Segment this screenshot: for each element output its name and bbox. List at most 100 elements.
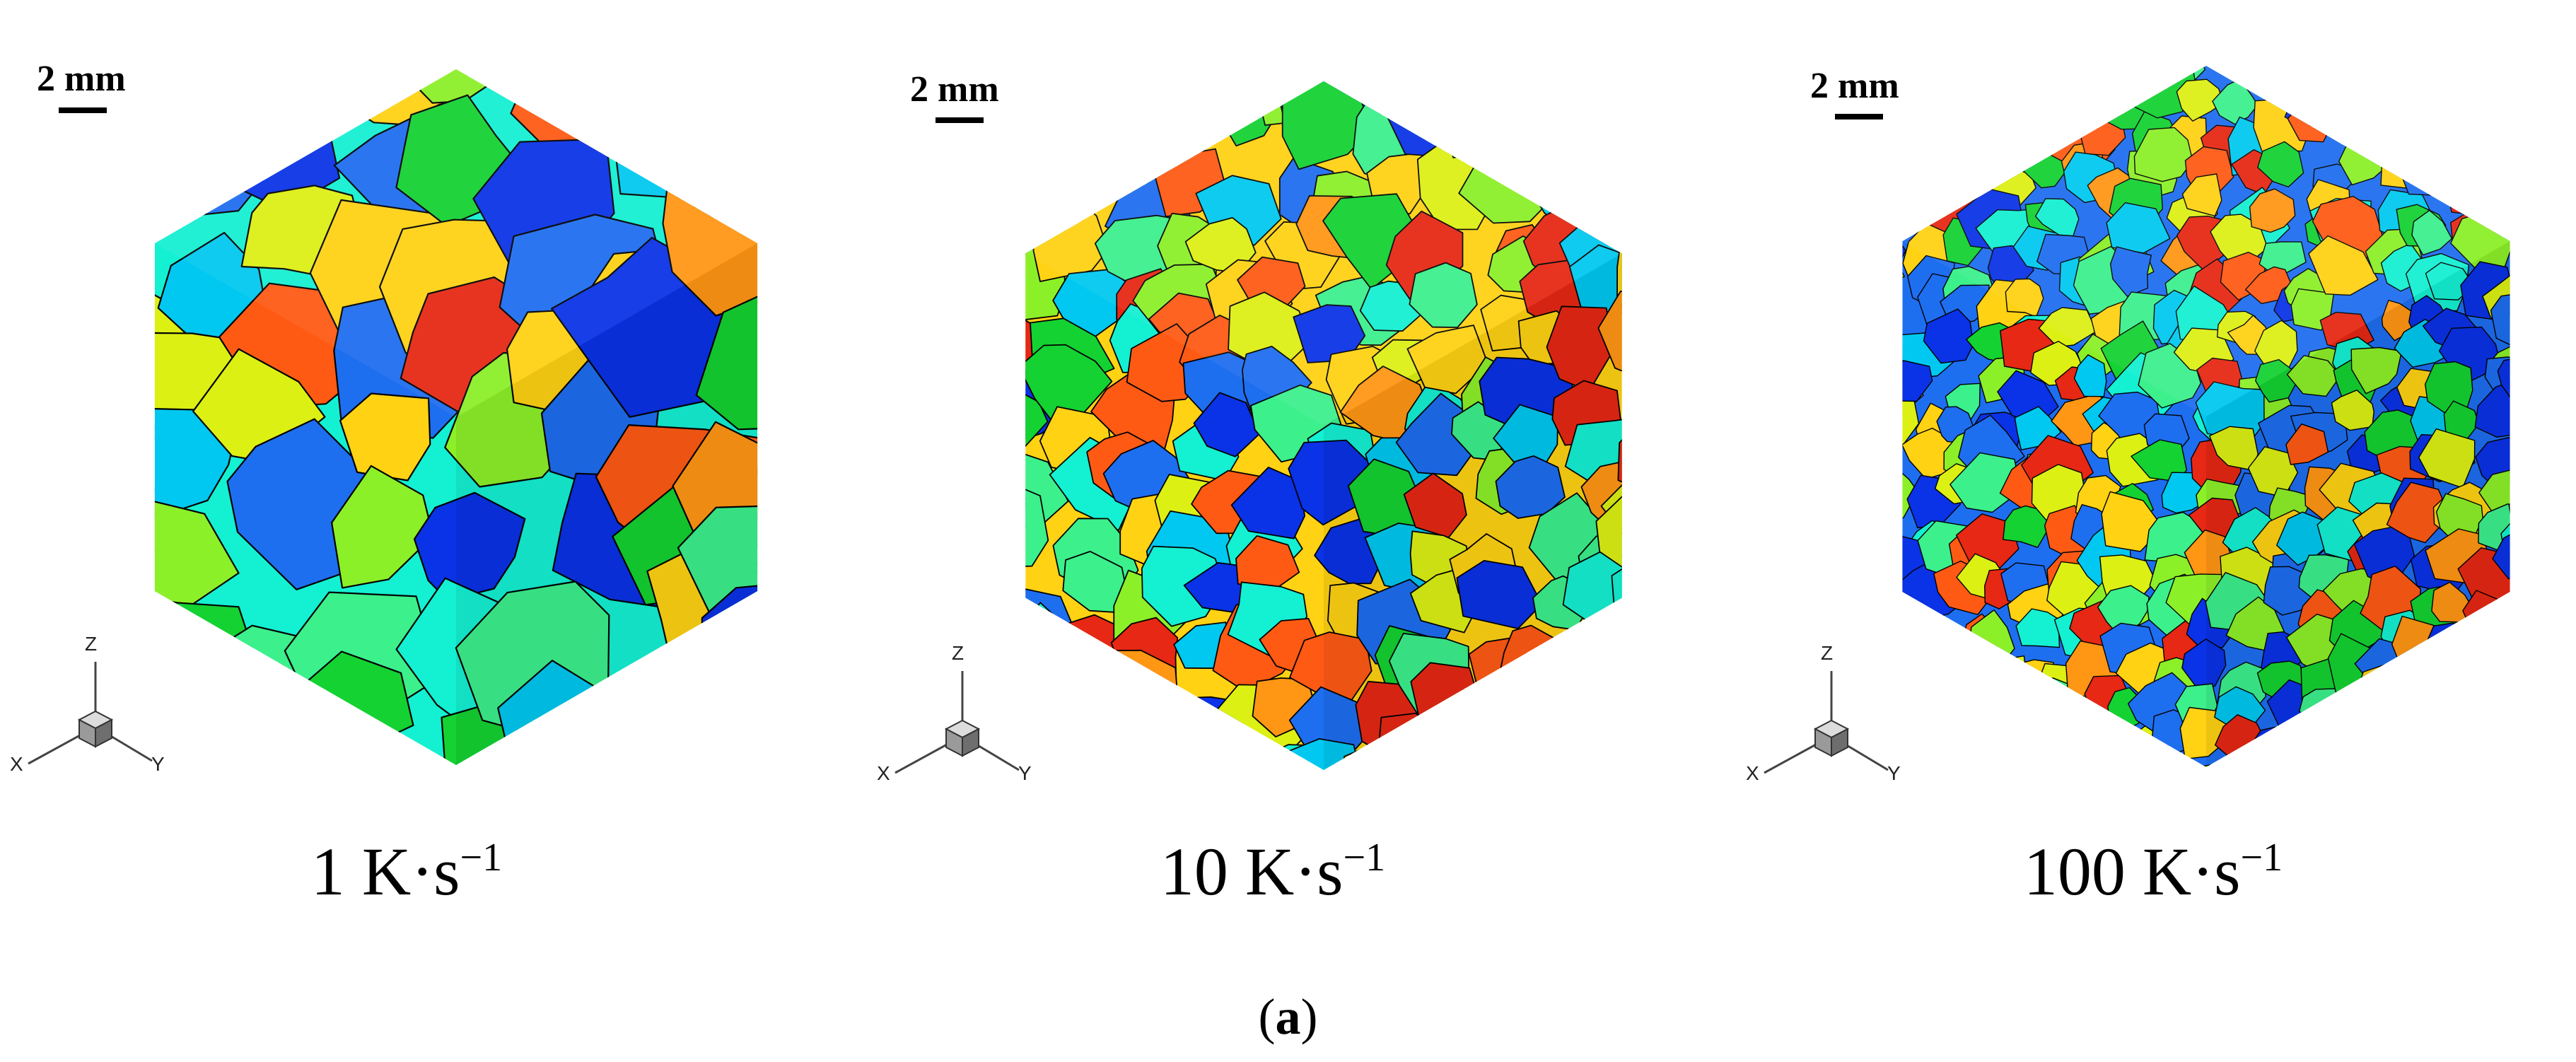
- grain: [2201, 66, 2248, 74]
- grain: [2343, 72, 2393, 118]
- axis-triad-icon: Z X Y: [877, 642, 1032, 784]
- grain: [1950, 452, 2022, 513]
- grain: [1406, 325, 1489, 395]
- grain: [1025, 485, 1049, 568]
- grain: [2543, 304, 2576, 351]
- cube-top-face: [1902, 66, 2510, 416]
- grain: [2520, 254, 2567, 299]
- axis-y-label: Y: [1887, 762, 1901, 784]
- grain: [1841, 60, 1895, 107]
- grain: [1825, 193, 1891, 247]
- axis-z-label: Z: [85, 633, 97, 655]
- grain: [2300, 776, 2365, 833]
- grain: [1957, 80, 2014, 124]
- grain: [2502, 704, 2510, 757]
- grain: [1879, 805, 1925, 846]
- caption-value: 100 K·s: [2023, 834, 2241, 909]
- grain: [2471, 675, 2510, 719]
- grain: [2492, 529, 2510, 580]
- grain: [2484, 798, 2546, 847]
- grain: [2517, 395, 2576, 463]
- grain: [2391, 95, 2444, 139]
- grain: [2257, 141, 2304, 188]
- grain: [339, 392, 431, 482]
- grain: [2365, 797, 2405, 839]
- grain: [1025, 388, 1049, 449]
- grain: [2073, 354, 2107, 397]
- grain: [2308, 235, 2379, 296]
- grain: [2209, 426, 2259, 471]
- grain: [2335, 683, 2381, 720]
- grain: [1916, 70, 1958, 110]
- grain: [1915, 800, 1958, 842]
- grain: [2421, 95, 2496, 153]
- axis-x-label: X: [877, 762, 890, 784]
- grain: [2109, 246, 2152, 297]
- grain: [2330, 772, 2384, 817]
- grain: [2551, 595, 2576, 639]
- grain: [2459, 811, 2502, 850]
- grain: [1809, 530, 1878, 580]
- grain: [2038, 307, 2097, 348]
- grain: [2081, 740, 2140, 767]
- grain: [2411, 209, 2453, 256]
- scale-bar: [936, 117, 984, 123]
- grain: [331, 465, 434, 589]
- grain: [2250, 764, 2303, 767]
- grain: [2474, 380, 2510, 438]
- grain: [2464, 804, 2525, 856]
- grain: [2548, 138, 2576, 177]
- grain: [2386, 482, 2451, 544]
- grain: [1948, 713, 2012, 767]
- grain: [2354, 714, 2403, 757]
- grain: [2331, 390, 2374, 431]
- grain: [1902, 231, 1906, 275]
- cube-right-face: [2206, 241, 2510, 767]
- grain: [2382, 124, 2428, 165]
- grain: [2539, 629, 2576, 673]
- grain: [2520, 141, 2575, 191]
- cooling-rate-caption: 1 K·s−1: [311, 838, 502, 906]
- grain: [1930, 670, 1974, 714]
- grain: [2541, 427, 2576, 469]
- grain: [2527, 50, 2572, 88]
- grain: [2546, 124, 2576, 172]
- grain: [695, 284, 758, 431]
- grain: [1818, 522, 1867, 569]
- grain: [2494, 665, 2510, 721]
- grain: [2570, 120, 2576, 167]
- grain: [2478, 776, 2524, 809]
- grain: [2263, 66, 2312, 81]
- grain: [1902, 66, 1970, 76]
- caption-value: 10 K·s: [1160, 834, 1344, 909]
- grain: [2447, 66, 2509, 93]
- grain: [1562, 547, 1622, 629]
- grain: [2059, 763, 2130, 767]
- grain: [1937, 783, 1997, 844]
- grain: [2493, 650, 2510, 695]
- grain: [1916, 117, 1980, 176]
- axis-triad-icon: Z X Y: [10, 633, 165, 775]
- grain: [2511, 587, 2554, 629]
- scale-bar: [59, 107, 107, 113]
- grain: [1852, 281, 1901, 329]
- grain: [2492, 119, 2510, 174]
- grain: [1617, 415, 1622, 490]
- scale-bar: [1835, 114, 1883, 119]
- grain: [1982, 721, 2027, 754]
- grain: [2396, 66, 2464, 78]
- grain: [1923, 308, 1974, 364]
- grain: [2373, 66, 2423, 97]
- scale-bar-label: 2 mm: [1810, 66, 1899, 106]
- grain: [2048, 712, 2113, 767]
- cube-top-face: [1025, 81, 1622, 426]
- grain: [2546, 380, 2576, 416]
- grain: [1937, 66, 1985, 104]
- caption-exponent: −1: [460, 836, 503, 880]
- grain: [2217, 66, 2281, 86]
- grain: [1846, 467, 1889, 510]
- grain: [2541, 252, 2576, 287]
- grain: [2506, 645, 2510, 697]
- grain: [1902, 176, 1904, 226]
